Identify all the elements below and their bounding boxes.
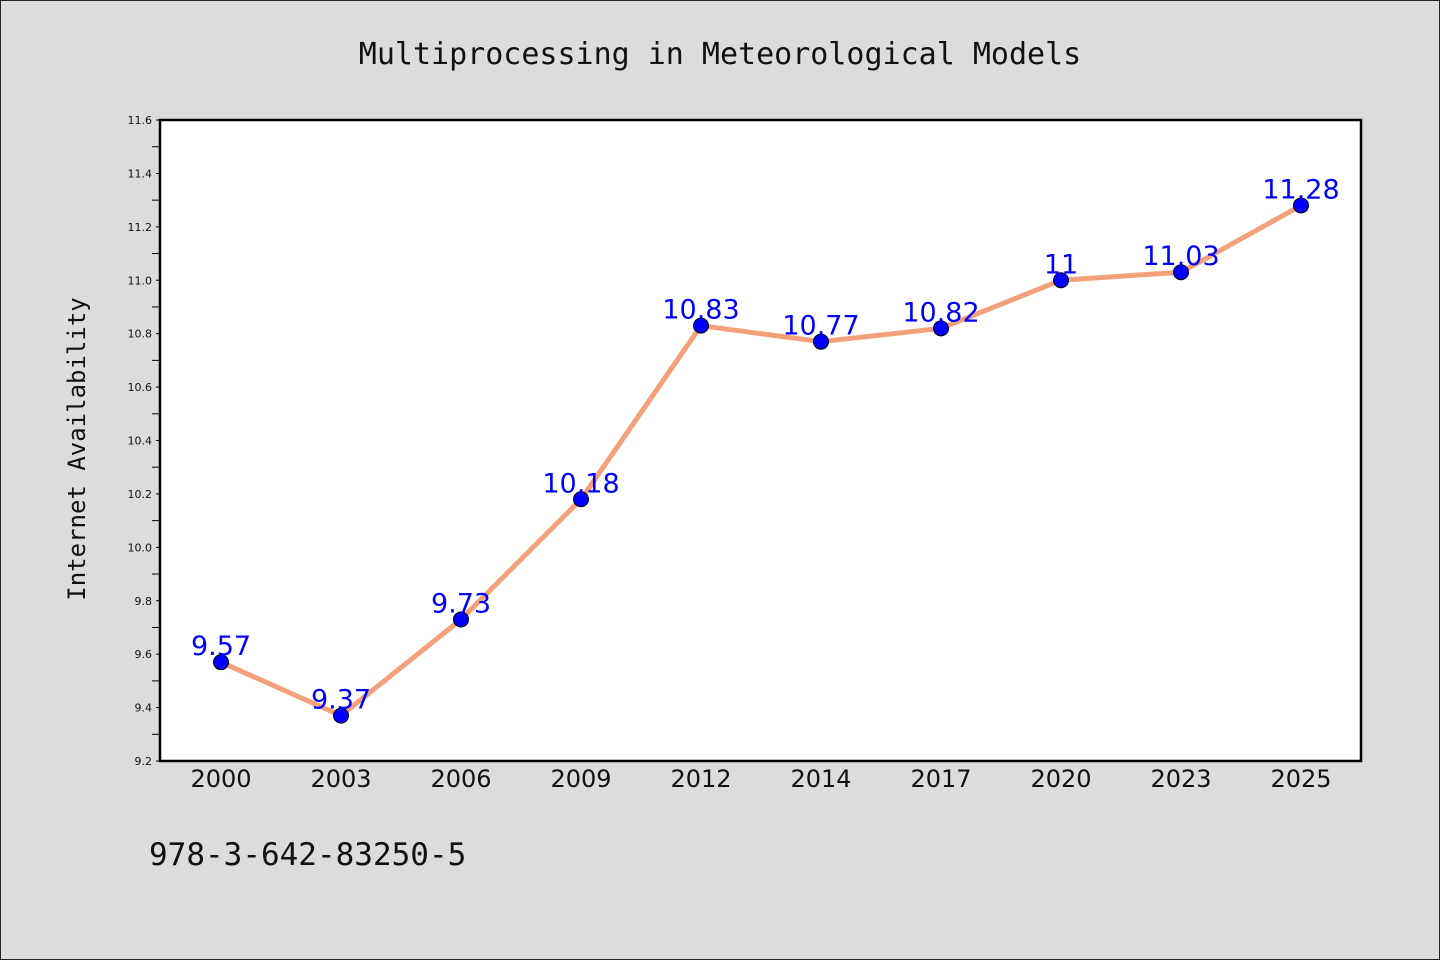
x-tick-label: 2014 (790, 765, 851, 793)
footer-code: 978-3-642-83250-5 (149, 837, 466, 873)
y-tick-label: 9.8 (135, 595, 153, 608)
data-markers (213, 197, 1309, 724)
data-label: 9.57 (191, 631, 251, 662)
data-label: 9.73 (431, 588, 491, 619)
y-tick-label: 11.6 (128, 114, 153, 127)
data-label: 10.82 (902, 297, 979, 328)
x-tick-label: 2000 (190, 765, 251, 793)
y-tick-label: 9.4 (135, 702, 153, 715)
x-axis: 2000 2003 2006 2009 2012 2014 2017 2020 2023 2025 (190, 765, 1331, 793)
x-tick-label: 2017 (910, 765, 971, 793)
data-point (693, 317, 709, 334)
x-tick-label: 2012 (670, 765, 731, 793)
data-point (1173, 264, 1189, 281)
data-label: 10.18 (542, 468, 619, 499)
y-tick-label: 9.6 (135, 648, 153, 661)
x-tick-label: 2025 (1270, 765, 1331, 793)
y-axis: 9.2 9.4 9.6 9.8 10.0 10.2 10.4 10.6 10.8 11.0 11.2… (128, 114, 160, 768)
y-tick-label: 10.8 (128, 328, 153, 341)
data-point (453, 611, 469, 628)
data-point (213, 654, 229, 671)
data-label: 10.83 (662, 295, 739, 326)
x-tick-label: 2023 (1150, 765, 1211, 793)
data-labels: 9.57 9.37 9.73 10.18 10.83 10.77 10.82 11 11.03 1… (191, 174, 1340, 715)
data-label: 9.37 (311, 685, 371, 716)
y-tick-label: 10.6 (128, 381, 153, 394)
y-tick-label: 10.2 (128, 488, 153, 501)
data-point (813, 333, 829, 350)
plot-frame (158, 118, 1363, 763)
x-tick-label: 2006 (430, 765, 491, 793)
y-tick-label: 11.4 (128, 167, 153, 180)
data-point (333, 707, 349, 724)
x-tick-label: 2020 (1030, 765, 1091, 793)
y-axis-label: Internet Availability (63, 297, 91, 600)
x-tick-label: 2009 (550, 765, 611, 793)
data-point (573, 491, 589, 508)
data-label: 11.28 (1262, 174, 1339, 205)
y-tick-label: 11.2 (128, 221, 153, 234)
x-tick-label: 2003 (310, 765, 371, 793)
data-point (1293, 197, 1309, 214)
series-line (218, 203, 1304, 719)
data-point (933, 320, 949, 337)
data-label: 10.77 (782, 311, 859, 342)
chart-title: Multiprocessing in Meteorological Models (359, 37, 1081, 72)
y-tick-label: 10.0 (128, 541, 153, 554)
y-tick-label: 9.2 (135, 755, 153, 768)
data-point (1053, 272, 1069, 289)
series-line-group (218, 203, 1304, 719)
data-label: 11.03 (1142, 241, 1219, 272)
plot-area (160, 120, 1361, 761)
data-label: 11 (1044, 249, 1078, 280)
y-tick-label: 10.4 (128, 435, 153, 448)
y-tick-label: 11.0 (128, 274, 153, 287)
